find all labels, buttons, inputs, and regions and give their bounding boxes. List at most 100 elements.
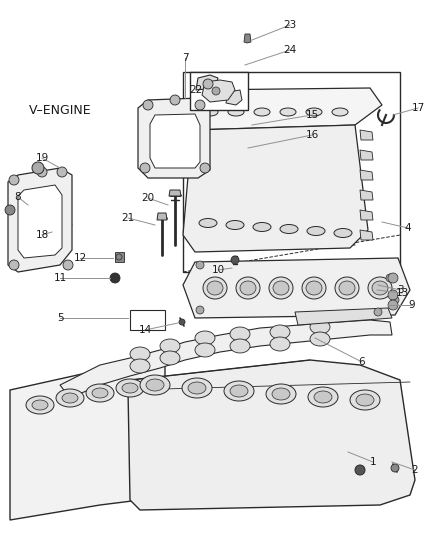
Polygon shape	[183, 258, 410, 318]
Circle shape	[196, 261, 204, 269]
Ellipse shape	[356, 394, 374, 406]
Text: 23: 23	[283, 20, 297, 30]
Polygon shape	[360, 150, 373, 160]
Ellipse shape	[269, 277, 293, 299]
Circle shape	[200, 163, 210, 173]
Circle shape	[391, 464, 399, 472]
Polygon shape	[226, 90, 242, 105]
Ellipse shape	[339, 281, 355, 295]
Polygon shape	[183, 72, 400, 272]
Ellipse shape	[195, 343, 215, 357]
Text: 1: 1	[370, 457, 376, 467]
Polygon shape	[115, 252, 124, 262]
Ellipse shape	[307, 227, 325, 236]
Polygon shape	[8, 168, 72, 272]
Ellipse shape	[310, 332, 330, 346]
Polygon shape	[360, 210, 373, 220]
Ellipse shape	[130, 359, 150, 373]
Polygon shape	[295, 308, 392, 325]
Circle shape	[37, 167, 47, 177]
Text: 9: 9	[409, 300, 415, 310]
Ellipse shape	[56, 389, 84, 407]
Circle shape	[231, 256, 239, 264]
Ellipse shape	[230, 385, 248, 397]
Ellipse shape	[199, 219, 217, 228]
Text: 22: 22	[189, 85, 203, 95]
Text: 21: 21	[121, 213, 134, 223]
Text: 13: 13	[396, 288, 409, 298]
Circle shape	[63, 260, 73, 270]
Ellipse shape	[146, 379, 164, 391]
Text: 4: 4	[405, 223, 411, 233]
Circle shape	[143, 100, 153, 110]
Polygon shape	[244, 34, 251, 43]
Ellipse shape	[350, 390, 380, 410]
Ellipse shape	[273, 281, 289, 295]
Ellipse shape	[92, 388, 108, 398]
Circle shape	[355, 465, 365, 475]
Ellipse shape	[26, 396, 54, 414]
Text: 12: 12	[74, 253, 87, 263]
Polygon shape	[60, 320, 392, 398]
Circle shape	[5, 205, 15, 215]
Ellipse shape	[272, 388, 290, 400]
Circle shape	[195, 100, 205, 110]
Ellipse shape	[160, 339, 180, 353]
Circle shape	[374, 308, 382, 316]
Circle shape	[32, 162, 44, 174]
Circle shape	[386, 274, 394, 282]
Ellipse shape	[228, 108, 244, 116]
Ellipse shape	[207, 281, 223, 295]
Ellipse shape	[195, 331, 215, 345]
Polygon shape	[150, 114, 200, 168]
Text: 3: 3	[397, 285, 403, 295]
Polygon shape	[157, 213, 167, 220]
Ellipse shape	[372, 281, 388, 295]
Ellipse shape	[306, 108, 322, 116]
Text: 17: 17	[411, 103, 424, 113]
Ellipse shape	[116, 379, 144, 397]
Ellipse shape	[224, 381, 254, 401]
Circle shape	[170, 95, 180, 105]
Text: 18: 18	[35, 230, 49, 240]
Polygon shape	[196, 75, 218, 90]
Polygon shape	[360, 130, 373, 140]
Circle shape	[9, 260, 19, 270]
Text: 6: 6	[359, 357, 365, 367]
Ellipse shape	[32, 400, 48, 410]
Polygon shape	[360, 190, 373, 200]
Polygon shape	[138, 98, 210, 178]
Ellipse shape	[332, 108, 348, 116]
Circle shape	[57, 167, 67, 177]
Polygon shape	[190, 72, 248, 110]
Polygon shape	[169, 190, 181, 196]
Ellipse shape	[266, 384, 296, 404]
Ellipse shape	[254, 108, 270, 116]
Text: 2: 2	[412, 465, 418, 475]
Circle shape	[179, 319, 185, 325]
Text: 16: 16	[305, 130, 318, 140]
Ellipse shape	[188, 382, 206, 394]
Ellipse shape	[203, 277, 227, 299]
Text: 20: 20	[141, 193, 155, 203]
Circle shape	[391, 296, 399, 304]
Ellipse shape	[140, 375, 170, 395]
Circle shape	[196, 306, 204, 314]
Polygon shape	[192, 88, 382, 130]
Ellipse shape	[62, 393, 78, 403]
Ellipse shape	[280, 224, 298, 233]
Text: 7: 7	[182, 53, 188, 63]
Polygon shape	[360, 230, 373, 240]
Ellipse shape	[314, 391, 332, 403]
Ellipse shape	[160, 351, 180, 365]
Circle shape	[110, 273, 120, 283]
Circle shape	[212, 87, 220, 95]
Circle shape	[140, 163, 150, 173]
Ellipse shape	[122, 383, 138, 393]
Text: V–ENGINE: V–ENGINE	[28, 103, 91, 117]
Ellipse shape	[302, 277, 326, 299]
Ellipse shape	[368, 277, 392, 299]
Ellipse shape	[236, 277, 260, 299]
Ellipse shape	[270, 337, 290, 351]
Polygon shape	[10, 360, 165, 520]
